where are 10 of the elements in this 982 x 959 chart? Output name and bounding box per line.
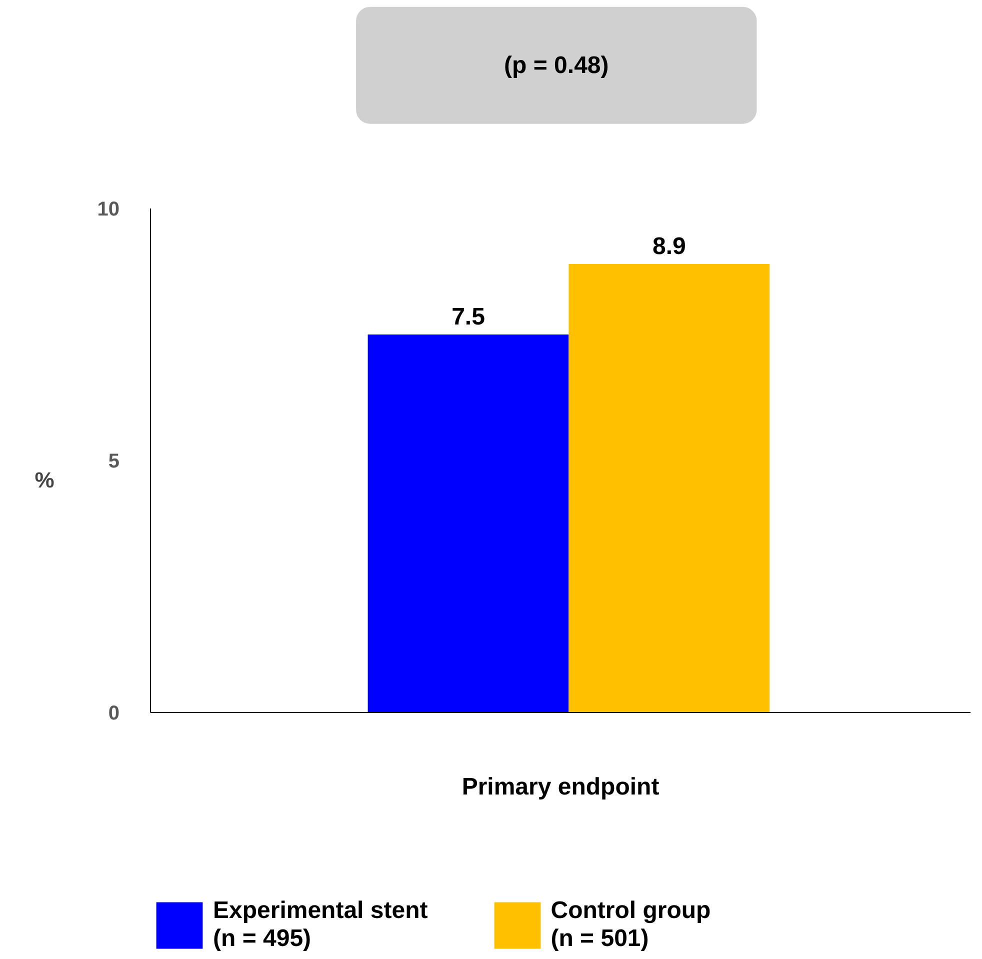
y-tick-label: 10 <box>97 198 120 220</box>
y-tick-label: 0 <box>108 702 120 724</box>
legend-label: Control group (n = 501) <box>550 897 711 953</box>
legend-label: Experimental stent (n = 495) <box>213 897 428 953</box>
y-tick-label: 5 <box>108 450 120 472</box>
data-label: 8.9 <box>652 232 686 260</box>
data-label: 7.5 <box>452 304 485 330</box>
x-axis-title: Primary endpoint <box>462 774 660 800</box>
y-axis-title: % <box>34 468 54 492</box>
text: (p = 0.48) <box>504 52 609 79</box>
